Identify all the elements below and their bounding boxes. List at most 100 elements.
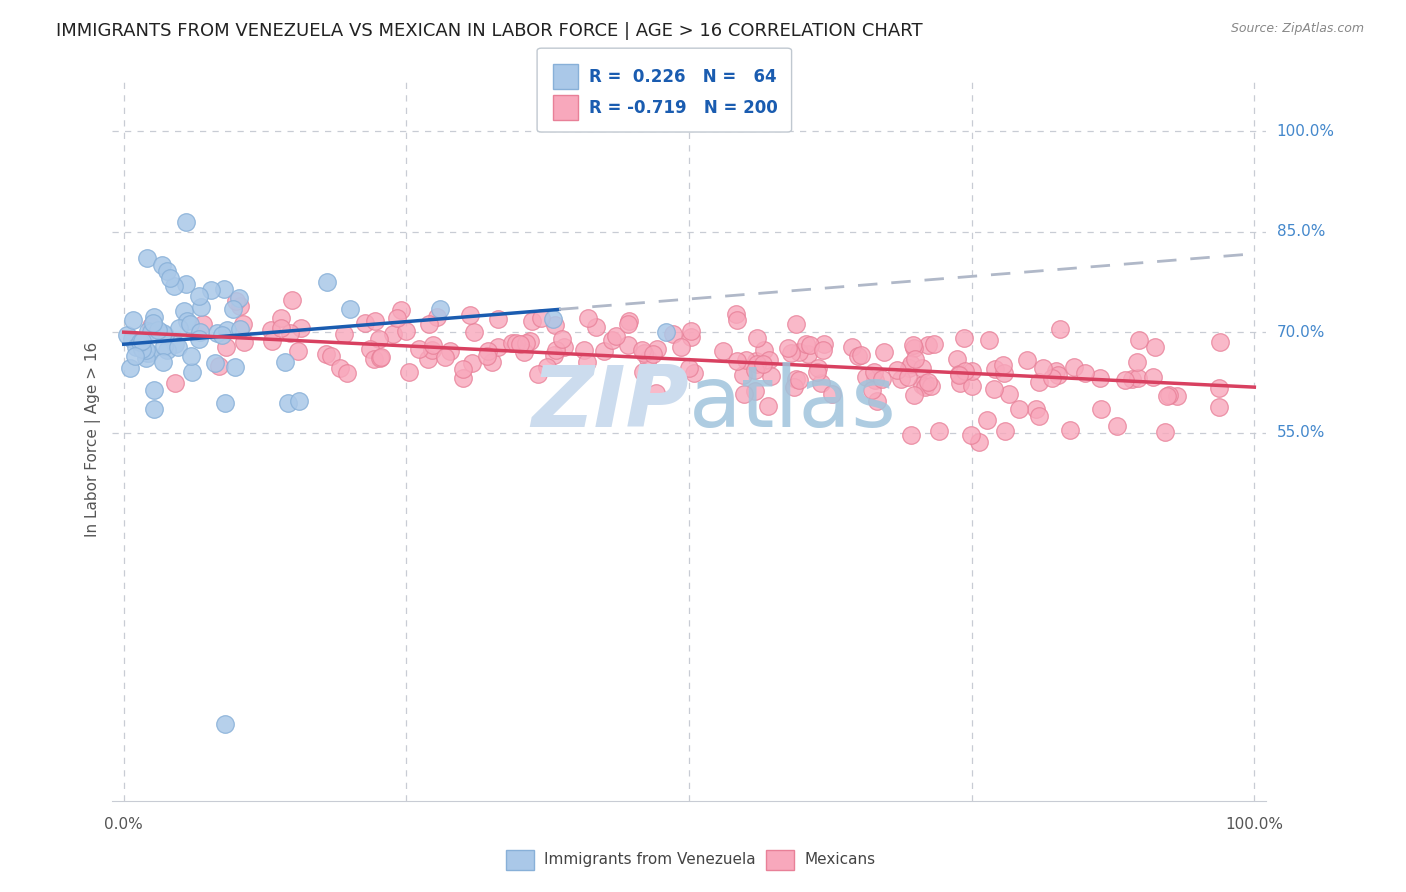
Point	[866, 393, 889, 408]
Point	[398, 365, 420, 379]
Point	[633, 346, 655, 360]
Point	[904, 352, 927, 367]
Point	[156, 343, 179, 358]
Point	[509, 336, 531, 351]
Point	[163, 278, 186, 293]
Point	[135, 351, 157, 366]
Point	[329, 360, 352, 375]
Point	[783, 379, 806, 393]
Point	[1028, 375, 1050, 389]
Point	[319, 349, 342, 363]
Point	[363, 351, 385, 366]
Point	[681, 330, 703, 344]
Point	[960, 428, 983, 442]
Point	[287, 343, 309, 358]
Y-axis label: In Labor Force | Age > 16: In Labor Force | Age > 16	[86, 342, 101, 537]
Point	[745, 330, 768, 344]
Point	[794, 337, 817, 351]
Point	[911, 361, 934, 376]
Point	[1125, 355, 1147, 369]
Point	[900, 358, 922, 372]
Point	[159, 271, 181, 285]
Point	[998, 386, 1021, 401]
Point	[544, 318, 567, 332]
Point	[501, 335, 523, 350]
Point	[187, 331, 209, 345]
Point	[733, 368, 755, 382]
Point	[855, 370, 877, 384]
Point	[756, 399, 779, 413]
Text: 55.0%: 55.0%	[1277, 425, 1324, 441]
Point	[1063, 360, 1085, 375]
Point	[572, 343, 595, 357]
Point	[669, 341, 692, 355]
Point	[536, 360, 558, 375]
Point	[1045, 363, 1067, 377]
Point	[148, 323, 170, 337]
Point	[745, 357, 768, 371]
Point	[645, 342, 668, 356]
Point	[1142, 370, 1164, 384]
Point	[270, 320, 292, 334]
Point	[1032, 361, 1054, 376]
Point	[486, 339, 509, 353]
Point	[142, 316, 165, 330]
Point	[163, 376, 186, 391]
Point	[395, 324, 418, 338]
Point	[873, 345, 896, 359]
Point	[125, 340, 148, 354]
Point	[167, 340, 190, 354]
Point	[662, 327, 685, 342]
Point	[617, 337, 640, 351]
Point	[678, 361, 700, 376]
Point	[143, 383, 166, 397]
Point	[270, 310, 292, 325]
Point	[928, 424, 950, 438]
Point	[422, 338, 444, 352]
Point	[139, 325, 162, 339]
Point	[898, 360, 921, 375]
Point	[1128, 371, 1150, 385]
Point	[232, 334, 254, 349]
Point	[953, 363, 976, 377]
Point	[683, 366, 706, 380]
Point	[115, 327, 138, 342]
Point	[863, 374, 886, 388]
Point	[152, 326, 174, 340]
Point	[1208, 381, 1230, 395]
Point	[385, 310, 408, 325]
Point	[526, 367, 548, 381]
Point	[948, 367, 970, 381]
Point	[911, 378, 934, 392]
Point	[787, 373, 810, 387]
Point	[543, 311, 565, 326]
Point	[946, 352, 969, 367]
Point	[370, 350, 392, 364]
Point	[520, 314, 543, 328]
Point	[121, 313, 143, 327]
Point	[165, 337, 187, 351]
Point	[418, 317, 440, 331]
Point	[785, 318, 807, 332]
Point	[810, 376, 832, 391]
Point	[631, 366, 654, 380]
Point	[214, 717, 236, 731]
Text: 85.0%: 85.0%	[1277, 224, 1324, 239]
Point	[977, 333, 1000, 347]
Point	[139, 318, 162, 333]
Point	[364, 314, 387, 328]
Point	[215, 323, 238, 337]
Point	[617, 314, 640, 328]
Point	[204, 356, 226, 370]
Point	[260, 323, 283, 337]
Point	[274, 355, 297, 369]
Text: ZIP: ZIP	[531, 362, 689, 445]
Point	[121, 332, 143, 346]
Point	[193, 317, 215, 331]
Point	[745, 354, 768, 368]
Point	[1154, 425, 1177, 440]
Point	[179, 317, 201, 331]
Point	[600, 333, 623, 347]
Point	[617, 317, 640, 331]
Point	[463, 325, 485, 339]
